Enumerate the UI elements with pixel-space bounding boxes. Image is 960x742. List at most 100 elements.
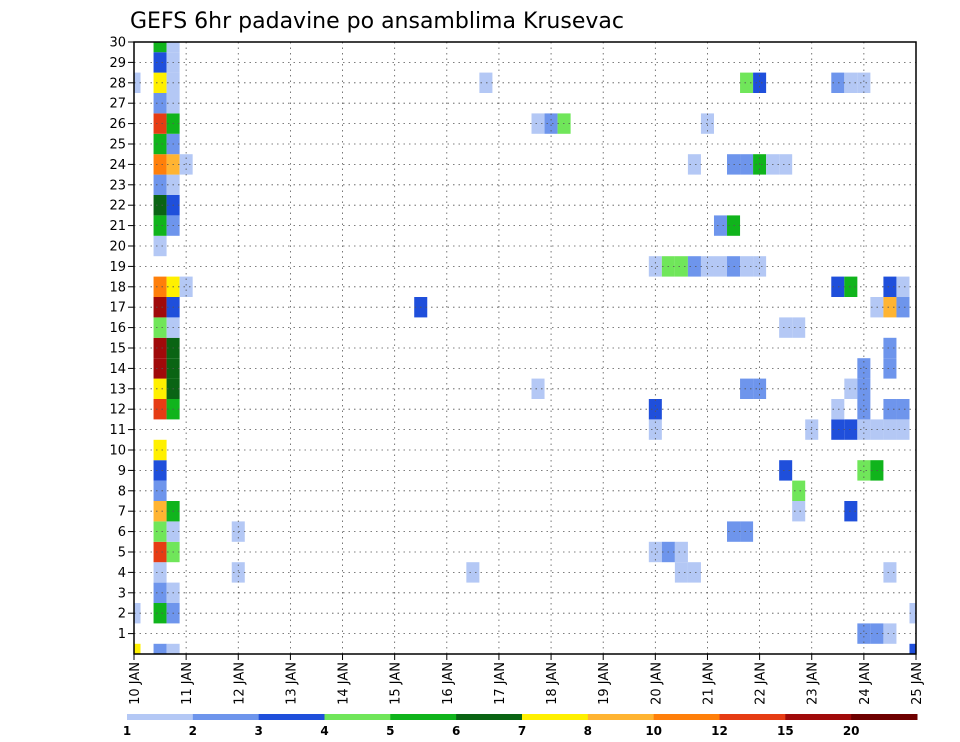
y-tick-label: 11 bbox=[109, 423, 126, 438]
precip-cell bbox=[857, 623, 871, 644]
y-tick-label: 25 bbox=[109, 138, 126, 153]
precip-cell bbox=[153, 215, 167, 236]
y-tick-label: 8 bbox=[118, 484, 126, 499]
y-tick-label: 23 bbox=[109, 178, 126, 193]
precip-cell bbox=[896, 276, 910, 297]
precip-cell bbox=[857, 460, 871, 481]
y-tick-label: 2 bbox=[118, 607, 126, 622]
x-tick-label: 16 JAN bbox=[441, 662, 456, 705]
precip-cell bbox=[740, 521, 754, 542]
legend-label: 2 bbox=[189, 724, 197, 738]
precip-cell bbox=[883, 623, 897, 644]
x-tick-label: 25 JAN bbox=[910, 662, 925, 705]
y-tick-label: 10 bbox=[109, 444, 126, 459]
precip-cell bbox=[153, 317, 167, 338]
precip-cell bbox=[153, 460, 167, 481]
precip-cell bbox=[713, 256, 728, 277]
precip-cell bbox=[857, 419, 871, 440]
x-tick-label: 11 JAN bbox=[180, 662, 195, 705]
legend-swatch bbox=[324, 714, 391, 720]
precip-cell bbox=[844, 72, 858, 93]
precip-cell bbox=[531, 113, 545, 134]
precip-cell bbox=[648, 256, 662, 277]
legend-swatch bbox=[522, 714, 589, 720]
y-tick-label: 19 bbox=[109, 260, 126, 275]
legend-swatch bbox=[851, 714, 918, 720]
y-tick-label: 30 bbox=[109, 36, 126, 51]
precip-cell bbox=[648, 419, 662, 440]
precip-cell bbox=[713, 215, 728, 236]
precip-cell bbox=[844, 419, 858, 440]
precip-cell bbox=[153, 42, 167, 53]
precip-cell bbox=[687, 154, 701, 175]
legend-swatch bbox=[192, 714, 260, 720]
precip-cell bbox=[857, 399, 871, 420]
precip-cell bbox=[831, 72, 845, 93]
precip-cell bbox=[544, 113, 558, 134]
legend-label: 6 bbox=[452, 724, 460, 738]
y-tick-label: 5 bbox=[118, 546, 126, 561]
x-tick-label: 18 JAN bbox=[545, 662, 560, 705]
y-tick-label: 15 bbox=[109, 342, 126, 357]
precip-cell bbox=[687, 256, 701, 277]
y-tick-label: 22 bbox=[109, 199, 126, 214]
legend-swatch bbox=[587, 714, 655, 720]
precip-cell bbox=[466, 562, 480, 583]
legend-swatch bbox=[785, 714, 852, 720]
precip-cell bbox=[883, 297, 897, 318]
precip-cell bbox=[753, 72, 767, 93]
legend-swatch bbox=[390, 714, 457, 720]
precip-cell bbox=[779, 317, 793, 338]
precip-cell bbox=[153, 643, 167, 654]
legend-swatch bbox=[456, 714, 523, 720]
precip-cell bbox=[153, 174, 167, 195]
x-tick-label: 24 JAN bbox=[858, 662, 873, 705]
legend-label: 15 bbox=[777, 724, 794, 738]
legend-label: 20 bbox=[843, 724, 860, 738]
y-tick-label: 24 bbox=[109, 158, 126, 173]
y-axis: 1234567891011121314151617181920212223242… bbox=[109, 36, 134, 642]
precip-cell bbox=[153, 439, 167, 461]
precip-cell bbox=[153, 93, 167, 114]
precip-cell bbox=[231, 562, 245, 583]
precip-cell bbox=[153, 113, 167, 134]
precip-cell bbox=[883, 562, 897, 583]
legend-label: 4 bbox=[320, 724, 328, 738]
y-tick-label: 29 bbox=[109, 56, 126, 71]
precip-cell bbox=[153, 297, 167, 318]
precip-cell bbox=[153, 521, 167, 542]
precip-cell bbox=[883, 358, 897, 379]
precip-cell bbox=[153, 133, 167, 155]
y-tick-label: 7 bbox=[118, 505, 126, 520]
precip-cell bbox=[857, 358, 871, 379]
y-tick-label: 27 bbox=[109, 97, 126, 112]
precip-cell bbox=[153, 337, 167, 359]
precip-cell bbox=[883, 276, 897, 297]
precip-cell bbox=[153, 501, 167, 522]
precip-cell bbox=[844, 501, 858, 522]
precip-cell bbox=[844, 276, 858, 297]
precip-cell bbox=[792, 480, 806, 501]
precip-cell bbox=[883, 419, 897, 440]
precip-cell bbox=[674, 562, 688, 583]
legend-swatch bbox=[653, 714, 720, 720]
precip-cell bbox=[134, 72, 141, 93]
precip-cell bbox=[479, 72, 493, 93]
precip-cell bbox=[134, 603, 141, 624]
legend-swatch bbox=[127, 714, 194, 720]
precip-cell bbox=[153, 195, 167, 216]
precip-cell bbox=[674, 256, 688, 277]
y-tick-label: 20 bbox=[109, 240, 126, 255]
precip-cell bbox=[831, 399, 845, 420]
precip-cell bbox=[153, 358, 167, 379]
legend-label: 8 bbox=[584, 724, 592, 738]
y-tick-label: 16 bbox=[109, 321, 126, 336]
x-tick-label: 17 JAN bbox=[493, 662, 508, 705]
precip-cell bbox=[153, 378, 167, 399]
precip-cell bbox=[909, 643, 916, 654]
y-tick-label: 26 bbox=[109, 117, 126, 132]
legend-label: 5 bbox=[386, 724, 394, 738]
precip-cell bbox=[896, 297, 910, 318]
precip-cell bbox=[740, 154, 754, 175]
data-cells bbox=[134, 42, 916, 654]
